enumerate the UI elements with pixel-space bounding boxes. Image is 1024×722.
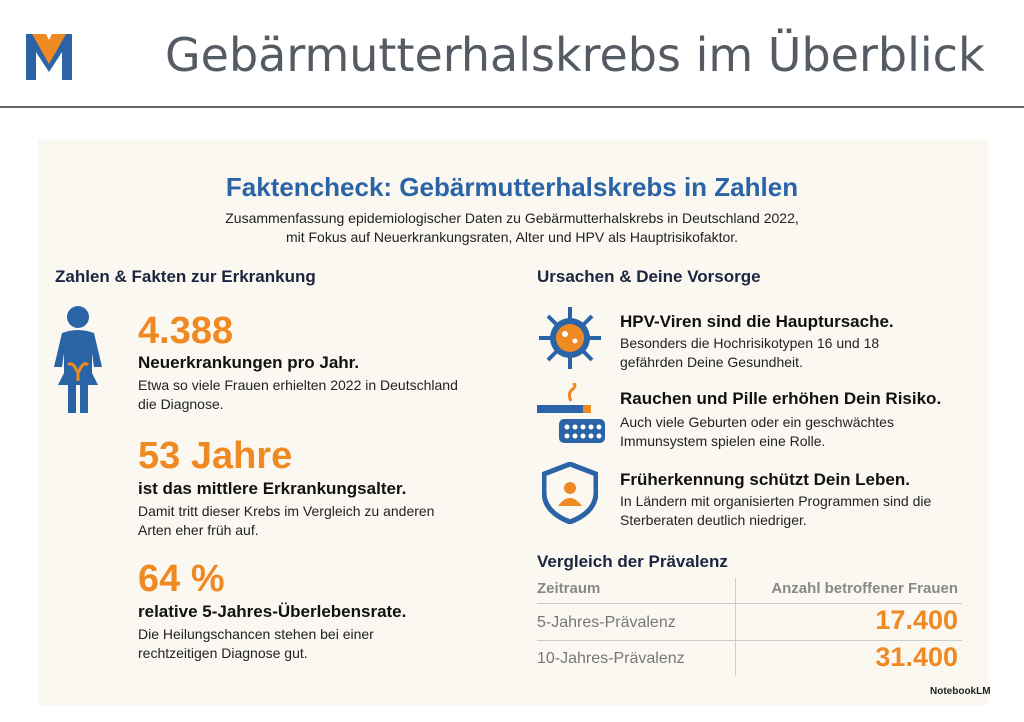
page-title: Gebärmutterhalskrebs im Überblick xyxy=(165,28,985,82)
table-line xyxy=(735,578,736,676)
table-cell: 31.400 xyxy=(875,642,958,672)
cause-title: Früherkennung schützt Dein Leben. xyxy=(620,470,910,489)
smoking-icon xyxy=(537,383,605,443)
virus-icon xyxy=(539,307,601,369)
table-cell: 17.400 xyxy=(875,605,958,635)
fact-label: relative 5-Jahres-Überlebensrate. xyxy=(138,602,407,621)
fact-text: Etwa so viele Frauen erhielten 2022 in D… xyxy=(138,377,458,412)
table-line xyxy=(537,603,962,604)
divider xyxy=(0,106,1024,108)
fact-value: 53 Jahre xyxy=(138,435,293,477)
table-line xyxy=(537,640,962,641)
cause-title: Rauchen und Pille erhöhen Dein Risiko. xyxy=(620,389,942,408)
cause-title: HPV-Viren sind die Hauptursache. xyxy=(620,312,894,331)
infographic-title: Faktencheck: Gebärmutterhalskrebs in Zah… xyxy=(225,172,799,202)
section-heading: Zahlen & Fakten zur Erkrankung xyxy=(55,267,316,286)
shield-icon xyxy=(542,462,598,524)
section-heading: Ursachen & Deine Vorsorge xyxy=(537,267,761,286)
fact-value: 64 % xyxy=(138,558,225,600)
table-header: Zeitraum xyxy=(537,580,601,597)
cause-text: Besonders die Hochrisikotypen 16 und 18 … xyxy=(620,335,880,370)
table-cell: 5-Jahres-Prävalenz xyxy=(537,614,676,631)
table-cell: 10-Jahres-Prävalenz xyxy=(537,650,685,667)
fact-label: ist das mittlere Erkrankungsalter. xyxy=(138,479,407,498)
woman-icon xyxy=(54,306,102,413)
cause-text: In Ländern mit organisierten Programmen … xyxy=(620,493,932,528)
table-header: Anzahl betroffener Frauen xyxy=(771,580,958,597)
infographic-panel xyxy=(38,140,988,705)
fact-text: Damit tritt dieser Krebs im Vergleich zu… xyxy=(138,503,435,538)
fact-label: Neuerkrankungen pro Jahr. xyxy=(138,353,360,372)
table-heading: Vergleich der Prävalenz xyxy=(537,552,728,571)
footer-brand: NotebookLM xyxy=(930,686,991,697)
fact-text: Die Heilungschancen stehen bei einer rec… xyxy=(138,626,374,661)
fact-value: 4.388 xyxy=(138,310,234,352)
subtitle: Zusammenfassung epidemiologischer Daten … xyxy=(225,210,799,226)
cause-text: Auch viele Geburten oder ein geschwächte… xyxy=(620,414,894,449)
logo xyxy=(26,34,72,80)
subtitle: mit Fokus auf Neuerkrankungsraten, Alter… xyxy=(285,229,739,245)
